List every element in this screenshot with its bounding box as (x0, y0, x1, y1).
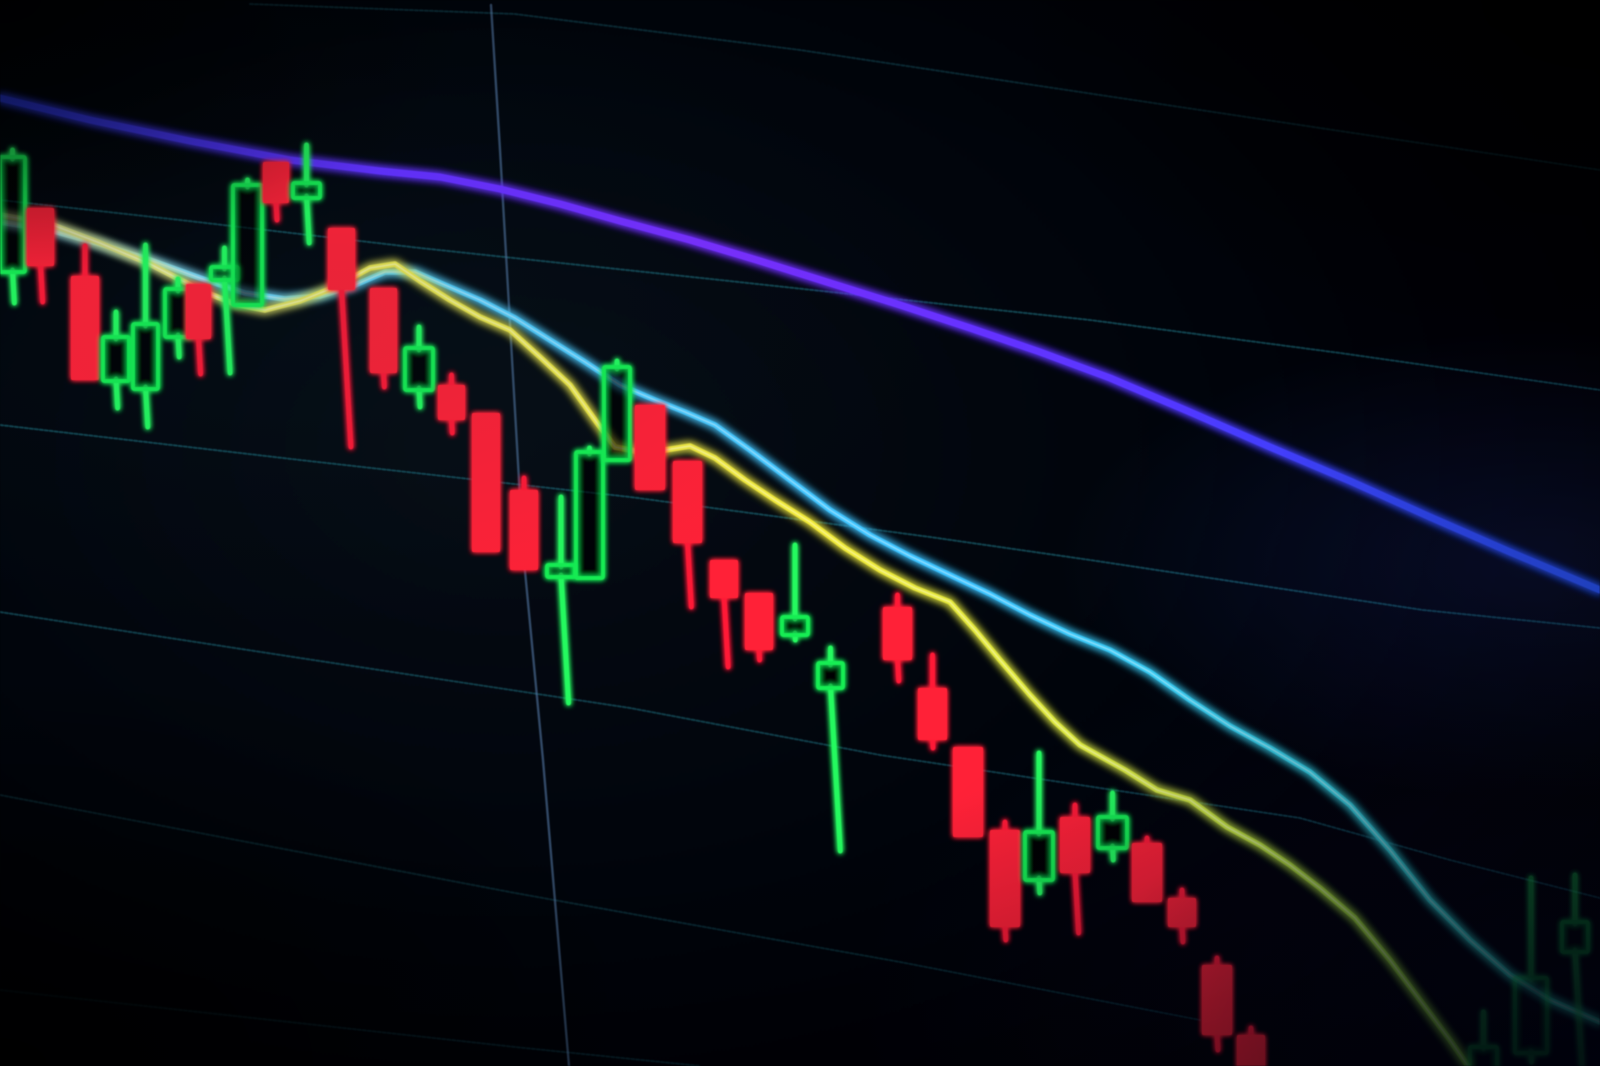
candle-down (472, 413, 500, 552)
candle-down (635, 405, 665, 490)
candle-body (403, 346, 435, 392)
lower-wick (1214, 1030, 1221, 1053)
candle-body (71, 276, 99, 380)
candle-body (816, 661, 845, 690)
lower-wick (10, 267, 17, 306)
candle-body (1468, 1045, 1499, 1066)
candle-down (370, 288, 397, 390)
candle-body (472, 413, 500, 552)
lower-wick (196, 334, 204, 377)
candle-body (574, 450, 605, 580)
candle-body (101, 335, 131, 383)
candle-body (883, 607, 912, 660)
candle-body (602, 365, 632, 462)
candle-body (510, 490, 538, 570)
candle-body (745, 593, 773, 650)
candle-body (1132, 843, 1162, 902)
candle-body (918, 688, 947, 740)
candle-body (0, 155, 27, 274)
candle-body (1202, 965, 1232, 1035)
lower-wick (381, 368, 387, 390)
candle-up (602, 358, 632, 462)
candle-body (131, 322, 160, 391)
candle-body (231, 183, 264, 307)
candle-body (186, 284, 211, 339)
candle-body (438, 385, 465, 420)
candle-body (990, 830, 1020, 927)
candle-body (545, 563, 577, 579)
lower-wick (1179, 922, 1186, 945)
candle-body (635, 405, 665, 490)
lower-wick (304, 193, 312, 246)
candle-body (1168, 898, 1196, 927)
candle-body (1513, 976, 1549, 1055)
lower-wick (1002, 922, 1009, 943)
lower-wick (113, 376, 121, 411)
candle-body (673, 461, 702, 543)
candle-down (745, 593, 773, 663)
candle-up (231, 177, 264, 307)
candle-body (1560, 920, 1590, 954)
candle-down (953, 747, 983, 837)
lower-wick (38, 261, 46, 305)
lower-wick (895, 655, 902, 684)
candle-body (291, 181, 322, 200)
candle-body (370, 288, 397, 373)
lower-wick (449, 415, 455, 436)
candle-body (27, 208, 54, 266)
candle-down (510, 475, 538, 570)
lower-wick (143, 384, 151, 430)
candle-body (1023, 830, 1055, 882)
candle-body (780, 615, 810, 637)
candle-body (1060, 817, 1090, 873)
lower-wick (273, 198, 280, 223)
candle-down (990, 819, 1020, 943)
candle-body (953, 747, 983, 837)
candle-body (1237, 1035, 1265, 1066)
candle-down (1132, 835, 1162, 902)
candle-up (574, 445, 605, 580)
candle-body (710, 560, 738, 598)
candle-body (263, 162, 289, 203)
candle-body (328, 228, 355, 290)
candle-body (1096, 815, 1129, 850)
